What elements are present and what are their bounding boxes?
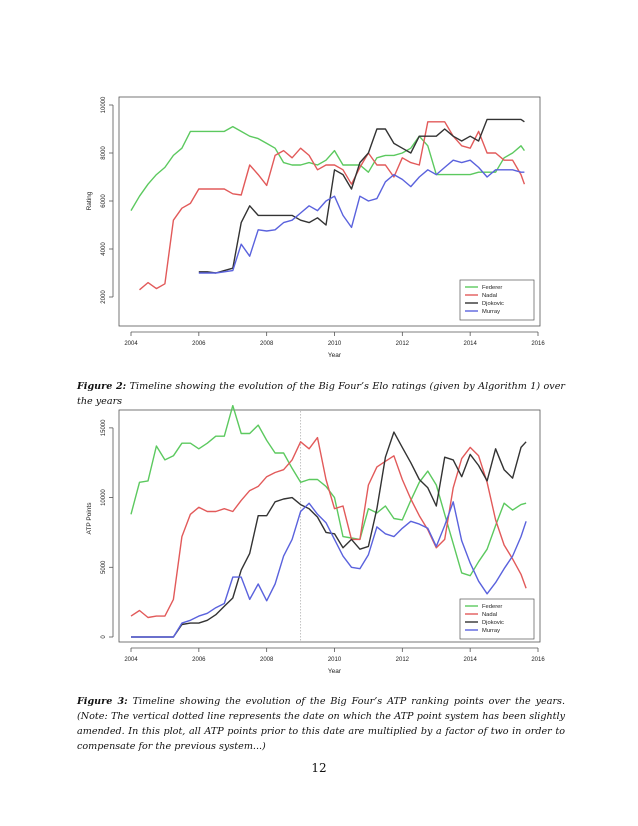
y-tick-label: 10000 <box>101 96 107 113</box>
series-line-murray <box>198 159 525 274</box>
elo-ratings-chart: 2004 2006 2008 2010 2012 2014 2016 Year 2000 4000… <box>0 92 638 376</box>
y-tick-label: 5000 <box>101 560 107 574</box>
plot-frame <box>118 409 541 643</box>
plot-frame <box>118 96 541 327</box>
series-line-murray <box>131 501 527 638</box>
y-axis-label: ATP Points <box>86 502 93 535</box>
x-tick-label: 2012 <box>396 657 410 663</box>
legend-label-federer: Federer <box>482 604 502 610</box>
legend-label-djokovic: Djokovic <box>482 301 504 307</box>
x-tick-label: 2016 <box>531 657 545 663</box>
series-line-nadal <box>130 436 527 619</box>
series-line-nadal <box>139 121 526 291</box>
x-tick-label: 2014 <box>463 657 477 663</box>
figure-2-caption: Figure 2: Timeline showing the evolution… <box>77 379 565 409</box>
page-number: 12 <box>311 761 327 775</box>
figure-2-label: Figure 2: <box>77 380 127 392</box>
y-tick-label: 10000 <box>101 489 107 506</box>
y-axis-label: Rating <box>86 191 93 210</box>
legend-label-nadal: Nadal <box>482 612 497 618</box>
x-tick-label: 2016 <box>531 341 545 347</box>
y-tick-label: 4000 <box>101 242 107 256</box>
x-tick-label: 2006 <box>192 341 206 347</box>
y-tick-label: 2000 <box>101 290 107 304</box>
series-line-federer <box>130 125 525 211</box>
legend-label-murray: Murray <box>482 309 500 315</box>
atp-points-chart: 2004 2006 2008 2010 2012 2014 2016 Year 0 5000 100… <box>0 404 638 684</box>
x-axis-label: Year <box>328 668 342 675</box>
series-line-djokovic <box>198 118 525 274</box>
y-tick-label: 6000 <box>101 194 107 208</box>
x-axis-label: Year <box>328 352 342 359</box>
y-tick-label: 8000 <box>101 146 107 160</box>
figure-3-text: Timeline showing the evolution of the Bi… <box>77 695 565 752</box>
x-tick-label: 2012 <box>396 341 410 347</box>
x-tick-label: 2010 <box>328 341 342 347</box>
figure-3-caption: Figure 3: Timeline showing the evolution… <box>77 694 565 754</box>
x-tick-label: 2014 <box>463 341 477 347</box>
figure-3-label: Figure 3: <box>77 695 128 707</box>
atp-points-chart-svg: 2004 2006 2008 2010 2012 2014 2016 Year 0 5000 100… <box>86 404 545 675</box>
series-line-djokovic <box>131 431 527 638</box>
legend-label-murray: Murray <box>482 628 500 634</box>
legend-label-federer: Federer <box>482 285 502 291</box>
x-tick-label: 2004 <box>124 341 138 347</box>
x-tick-label: 2010 <box>328 657 342 663</box>
figure-2-text: Timeline showing the evolution of the Bi… <box>77 380 565 407</box>
x-tick-label: 2008 <box>260 657 274 663</box>
elo-ratings-chart-svg: 2004 2006 2008 2010 2012 2014 2016 Year 2000 4000… <box>86 96 545 359</box>
legend-label-djokovic: Djokovic <box>482 620 504 626</box>
x-tick-label: 2004 <box>124 657 138 663</box>
legend-label-nadal: Nadal <box>482 293 497 299</box>
x-tick-label: 2006 <box>192 657 206 663</box>
x-tick-label: 2008 <box>260 341 274 347</box>
y-tick-label: 15000 <box>101 419 107 436</box>
y-tick-label: 0 <box>101 635 107 639</box>
